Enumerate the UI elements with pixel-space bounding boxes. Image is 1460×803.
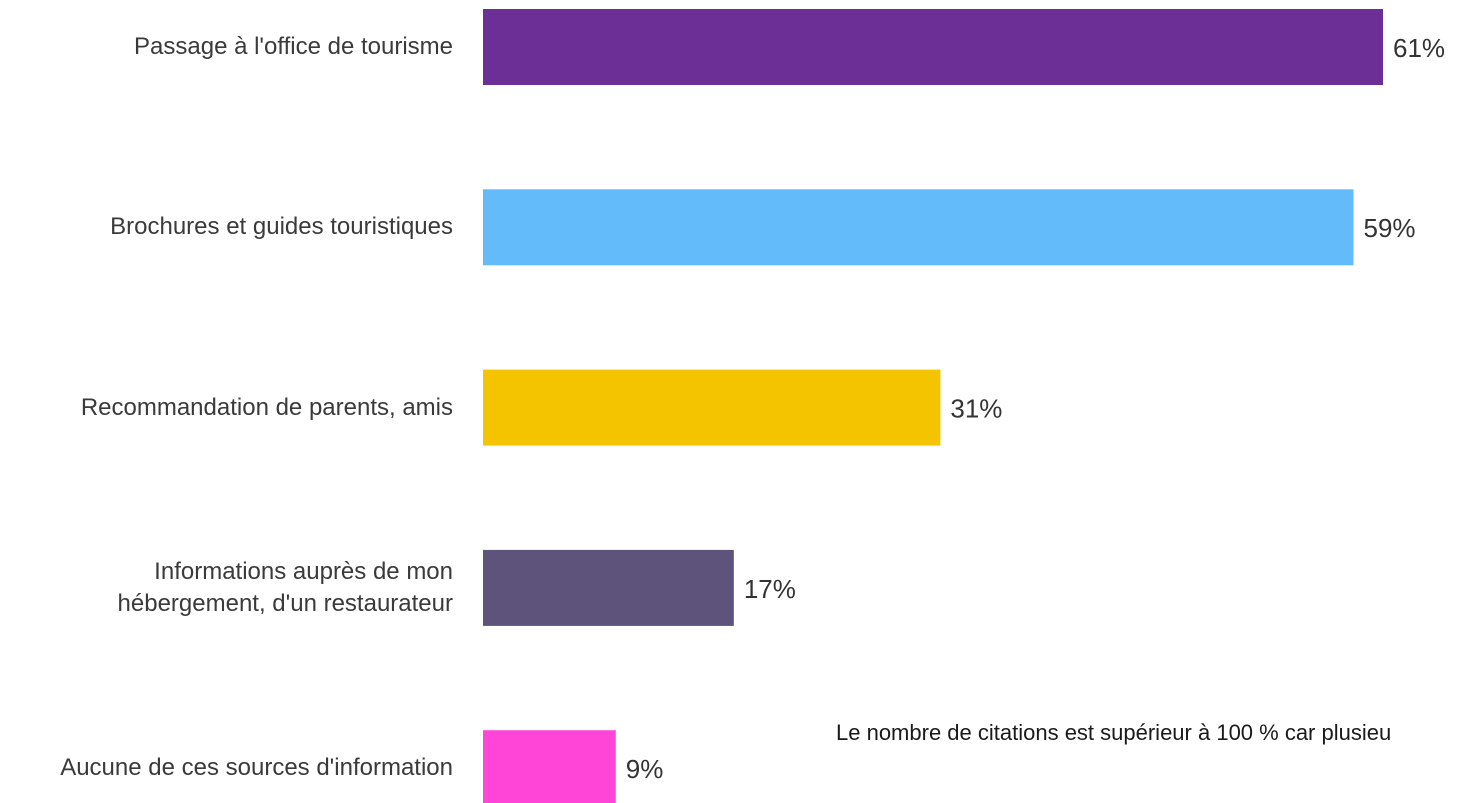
value-label: 61% (1393, 33, 1445, 63)
bar (483, 730, 616, 803)
annotation: Le nombre de citations est supérieur à 1… (836, 720, 1392, 745)
category-label: Brochures et guides touristiques (110, 213, 453, 241)
value-label: 17% (744, 574, 796, 604)
value-label: 59% (1363, 213, 1415, 243)
bar (483, 549, 734, 626)
bar (483, 189, 1354, 266)
category-label: Informations auprès de mon hébergement, … (117, 557, 453, 617)
bar (483, 369, 941, 446)
category-label: Passage à l'office de tourisme (134, 33, 453, 60)
value-label: 9% (626, 754, 664, 784)
value-label: 31% (950, 393, 1002, 423)
category-label: Recommandation de parents, amis (80, 393, 453, 421)
bar (483, 9, 1383, 85)
category-label: Aucune de ces sources d'information (60, 754, 453, 782)
